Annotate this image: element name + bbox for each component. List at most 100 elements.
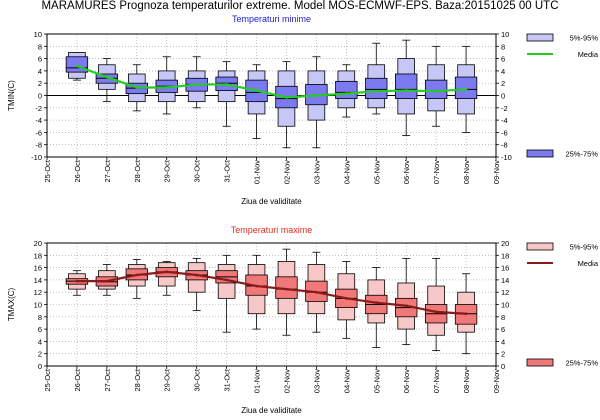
y-axis-label: TMIN(C)	[7, 80, 16, 111]
tick-label-x: 02-Nov	[282, 369, 291, 393]
mean-point	[315, 94, 318, 97]
box-01-Nov	[245, 64, 268, 139]
tick-label-x: 25-Oct	[43, 368, 52, 391]
mean-point	[255, 89, 258, 92]
mean-point	[404, 89, 408, 92]
mean-point	[135, 86, 139, 89]
tick-label-x: 09-Nov	[492, 369, 501, 393]
tick-label-y-left: 0	[38, 362, 42, 371]
box-30-Oct	[185, 257, 208, 312]
tick-label-y-left: 10	[34, 30, 42, 39]
box-p25-p75	[335, 80, 358, 99]
tick-label-x: 26-Oct	[73, 368, 82, 391]
box-02-Nov	[275, 61, 298, 149]
tick-label-y-left: 14	[34, 276, 42, 285]
tick-label-x: 01-Nov	[253, 369, 262, 393]
tick-label-y-left: 12	[34, 288, 42, 297]
tick-label-y-right: 16	[501, 264, 509, 273]
tick-label-y-right: -2	[501, 104, 508, 113]
box-06-Nov	[395, 257, 418, 345]
tick-label-y-right: -6	[501, 128, 508, 137]
tick-label-x: 06-Nov	[402, 160, 411, 184]
mean-point	[374, 301, 378, 305]
tick-label-y-right: -8	[501, 141, 508, 150]
mean-point	[75, 279, 79, 283]
mean-point	[225, 83, 229, 86]
tick-label-x: 27-Oct	[103, 159, 112, 182]
tick-label-y-right: 4	[501, 67, 505, 76]
tick-label-y-left: 6	[38, 55, 42, 64]
mean-point	[434, 310, 438, 314]
legend-label-p25-p75: 25%-75%	[565, 150, 598, 159]
y-axis-label: TMAX(C)	[7, 288, 16, 322]
tick-label-x: 02-Nov	[282, 160, 291, 184]
tick-label-y-left: 8	[38, 42, 42, 51]
box-29-Oct	[155, 261, 178, 296]
plot-frame	[46, 33, 497, 158]
tick-label-y-right: 6	[501, 55, 505, 64]
tick-label-x: 05-Nov	[372, 369, 381, 393]
box-30-Oct	[185, 56, 208, 109]
tick-label-x: 07-Nov	[432, 160, 441, 184]
tick-label-y-right: 4	[501, 337, 505, 346]
tick-label-x: 08-Nov	[462, 160, 471, 184]
mean-point	[75, 64, 79, 68]
mean-point	[165, 270, 169, 274]
tick-label-x: 28-Oct	[133, 159, 142, 182]
mean-point	[195, 273, 199, 277]
box-04-Nov	[335, 64, 358, 118]
tick-label-y-right: 10	[501, 301, 509, 310]
box-02-Nov	[275, 248, 298, 336]
mean-point	[105, 279, 109, 283]
legend-label-mean: Media	[578, 50, 599, 59]
mean-point	[255, 284, 258, 288]
mean-point	[225, 278, 229, 282]
legend-swatch-p5-p95	[526, 33, 554, 42]
page-title: MARAMURES Prognoza temperaturilor extrem…	[41, 0, 559, 12]
tick-label-y-right: 6	[501, 325, 505, 334]
tick-label-x: 25-Oct	[43, 159, 52, 182]
tick-label-x: 04-Nov	[342, 369, 351, 393]
tick-label-y-right: -10	[501, 153, 512, 162]
tick-label-x: 29-Oct	[163, 159, 172, 182]
legend-label-p25-p75: 25%-75%	[565, 359, 598, 368]
plot-frame	[46, 242, 497, 367]
mean-point	[315, 290, 318, 294]
tick-label-y-left: 6	[38, 325, 42, 334]
tick-label-x: 30-Oct	[193, 368, 202, 391]
tick-label-y-left: -4	[35, 116, 42, 125]
tick-label-y-left: 10	[34, 301, 42, 310]
mean-line	[76, 64, 467, 99]
x-axis-label: Ziua de validitate	[241, 197, 302, 206]
tick-label-y-right: 0	[501, 362, 505, 371]
box-01-Nov	[245, 254, 268, 330]
tick-label-y-left: -10	[31, 153, 42, 162]
tick-label-y-right: 0	[501, 92, 505, 101]
legend-label-mean: Media	[578, 259, 599, 268]
mean-point	[434, 89, 438, 93]
x-axis-label: Ziua de validitate	[241, 406, 302, 415]
box-05-Nov	[365, 42, 388, 115]
chart-title: Temperaturi minime	[232, 14, 311, 24]
tick-label-y-left: 4	[38, 337, 42, 346]
mean-point	[165, 86, 169, 89]
tick-label-y-right: 20	[501, 239, 509, 248]
box-06-Nov	[395, 39, 418, 136]
legend-swatch-p25-p75	[526, 358, 554, 367]
tick-label-x: 30-Oct	[193, 159, 202, 182]
tick-label-x: 28-Oct	[133, 368, 142, 391]
tick-label-y-left: -6	[35, 128, 42, 137]
box-p25-p75	[395, 73, 418, 99]
mean-point	[344, 92, 348, 96]
tick-label-y-right: 2	[501, 79, 505, 88]
tick-label-x: 05-Nov	[372, 160, 381, 184]
tick-label-y-left: 18	[34, 251, 42, 260]
tick-label-y-right: -4	[501, 116, 508, 125]
tick-label-y-right: 18	[501, 251, 509, 260]
mean-point	[464, 312, 468, 316]
tick-label-y-left: 0	[38, 92, 42, 101]
tick-label-x: 03-Nov	[312, 160, 321, 184]
tick-label-x: 09-Nov	[492, 160, 501, 184]
box-26-Oct	[65, 270, 89, 296]
